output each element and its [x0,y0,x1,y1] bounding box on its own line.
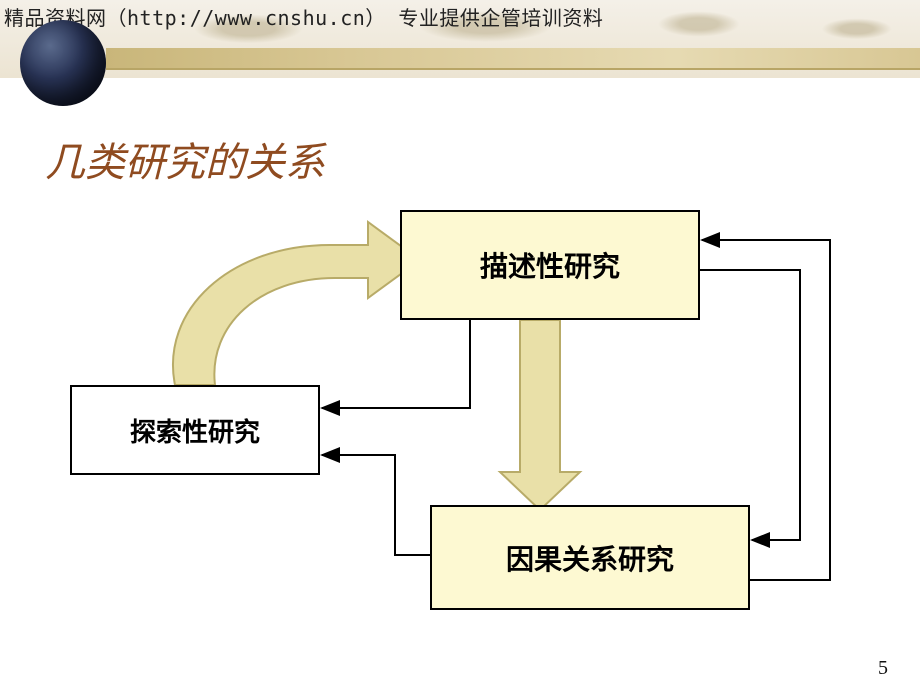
block-arrow-descriptive-to-causal [500,320,580,510]
page-number: 5 [878,657,888,680]
node-exploratory-research: 探索性研究 [70,385,320,475]
node-label: 描述性研究 [480,245,620,285]
thin-arrow-descriptive-to-causal-right [700,270,800,540]
thin-arrow-descriptive-to-exploratory [322,320,470,408]
node-descriptive-research: 描述性研究 [400,210,700,320]
globe-icon [20,20,106,106]
node-causal-research: 因果关系研究 [430,505,750,610]
node-label: 探索性研究 [130,412,260,449]
node-label: 因果关系研究 [506,538,674,578]
block-arrow-exploratory-to-descriptive [173,222,420,385]
thin-arrow-causal-to-exploratory [322,455,430,555]
